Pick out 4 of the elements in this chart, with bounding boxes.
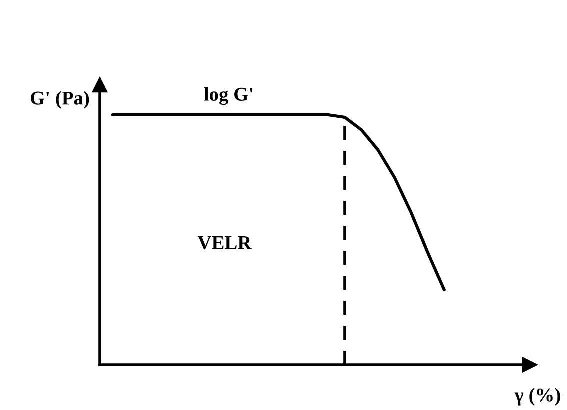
x-axis-title: γ (%)	[514, 388, 560, 406]
annotation: VELR	[198, 236, 252, 250]
text: log G'	[204, 87, 253, 106]
y-axis-title: G' (Pa)	[30, 91, 90, 109]
